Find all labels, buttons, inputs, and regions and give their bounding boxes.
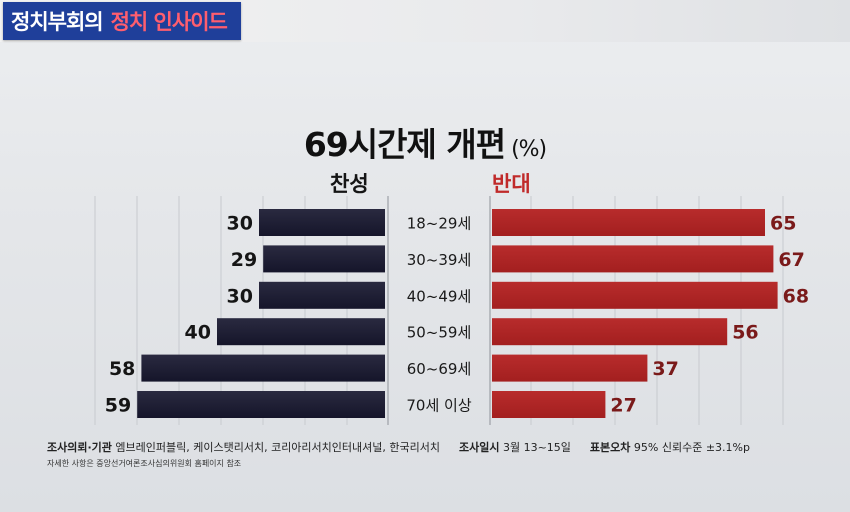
show-banner: 정치부회의 정치 인사이드 [3,2,241,40]
legend-approve: 찬성 [330,172,369,196]
survey-org-label: 조사의뢰·기관 [47,441,112,454]
value-label-oppose: 56 [732,322,758,344]
survey-org-value: 엠브레인퍼블릭, 케이스탯리서치, 코리아리서치인터내셔널, 한국리서치 [115,441,440,454]
category-label: 70세 이상 [406,397,471,415]
segment-name: 정치 인사이드 [110,10,228,34]
survey-date-label: 조사일시 [458,441,500,454]
bar-approve [259,209,385,236]
bar-oppose [492,354,648,382]
bar-oppose [492,281,778,309]
category-label: 50~59세 [407,324,472,342]
value-label-oppose: 68 [783,285,809,307]
value-label-approve: 58 [109,358,135,380]
bar-approve [263,245,385,273]
bar-approve [141,354,385,382]
chart-title-block: 69시간제 개편 (%) [0,118,850,166]
value-label-approve: 30 [227,285,253,307]
bar-oppose [492,318,728,346]
bar-approve [259,281,385,309]
category-label: 60~69세 [407,360,472,378]
value-label-approve: 29 [231,249,257,271]
bar-oppose [492,391,606,418]
value-label-oppose: 67 [778,249,804,271]
survey-info: 조사의뢰·기관 엠브레인퍼블릭, 케이스탯리서치, 코리아리서치인터내셔널, 한… [47,439,750,455]
bar-oppose [492,209,765,236]
value-label-oppose: 27 [610,395,636,417]
value-label-oppose: 37 [652,358,678,380]
survey-date-value: 3월 13~15일 [502,441,571,454]
category-label: 30~39세 [407,251,472,269]
value-label-oppose: 65 [770,213,796,235]
legend-oppose: 반대 [492,172,531,196]
value-label-approve: 40 [185,322,211,344]
bar-approve [137,391,385,418]
show-name: 정치부회의 [11,10,104,34]
sampling-error-value: 95% 신뢰수준 ±3.1%p [633,441,750,454]
sampling-error-label: 표본오차 [589,441,631,454]
chart-unit: (%) [511,137,547,162]
value-label-approve: 30 [227,213,253,235]
value-label-approve: 59 [105,395,131,417]
bar-approve [217,318,385,346]
bar-oppose [492,245,774,273]
survey-note: 자세한 사항은 중앙선거여론조사심의위원회 홈페이지 참조 [47,459,242,468]
chart-title: 69시간제 개편 [303,125,506,164]
category-label: 40~49세 [407,287,472,305]
category-label: 18~29세 [407,215,472,233]
